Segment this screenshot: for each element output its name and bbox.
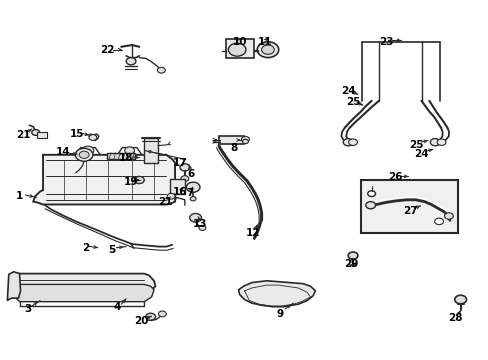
Text: 16: 16 [172, 186, 187, 197]
Bar [360, 180, 457, 233]
Text: 6: 6 [187, 168, 194, 179]
Text: 11: 11 [258, 37, 272, 48]
Circle shape [89, 135, 97, 140]
Polygon shape [238, 281, 315, 307]
Text: 15: 15 [70, 129, 84, 139]
Circle shape [181, 176, 188, 181]
Circle shape [241, 136, 249, 142]
Bar [225, 39, 254, 58]
Circle shape [180, 164, 189, 171]
Circle shape [134, 176, 144, 184]
Circle shape [82, 146, 94, 155]
Circle shape [186, 182, 200, 192]
Circle shape [347, 252, 357, 259]
Circle shape [228, 43, 245, 56]
Circle shape [167, 193, 175, 199]
Text: 25: 25 [408, 140, 423, 150]
Circle shape [365, 202, 375, 209]
Text: 14: 14 [56, 147, 71, 157]
Bar [219, 136, 244, 144]
Circle shape [343, 139, 352, 146]
Text: 17: 17 [172, 158, 187, 168]
Circle shape [32, 130, 40, 135]
Polygon shape [9, 274, 155, 291]
Bar [170, 179, 184, 194]
Text: 3: 3 [25, 304, 32, 314]
Text: 19: 19 [123, 177, 138, 187]
Circle shape [242, 139, 248, 144]
Polygon shape [15, 284, 154, 302]
Text: 18: 18 [119, 153, 133, 163]
Circle shape [429, 139, 439, 146]
Bar [37, 132, 47, 138]
Polygon shape [7, 272, 20, 301]
Circle shape [157, 67, 165, 73]
Text: 20: 20 [134, 316, 149, 326]
Circle shape [79, 151, 89, 158]
Text: 27: 27 [403, 206, 417, 216]
Text: 29: 29 [343, 258, 358, 269]
Text: 28: 28 [447, 312, 462, 323]
Circle shape [145, 313, 155, 320]
Text: 5: 5 [108, 245, 115, 255]
Text: 1: 1 [16, 191, 23, 201]
Text: 23: 23 [378, 37, 393, 48]
Circle shape [257, 42, 278, 58]
Text: 13: 13 [193, 219, 207, 229]
Text: 25: 25 [345, 96, 360, 107]
Text: 10: 10 [232, 37, 246, 48]
Text: 7: 7 [185, 188, 193, 198]
Circle shape [261, 45, 274, 54]
Text: 4: 4 [113, 302, 121, 312]
Circle shape [126, 58, 136, 65]
Text: 21: 21 [158, 197, 172, 207]
Text: 24: 24 [413, 149, 428, 159]
Circle shape [158, 311, 166, 317]
Text: 21: 21 [16, 130, 31, 140]
Text: 8: 8 [230, 143, 237, 153]
Text: 12: 12 [245, 228, 260, 238]
Circle shape [199, 225, 205, 230]
Circle shape [190, 197, 196, 201]
Text: 22: 22 [100, 45, 115, 55]
Text: 9: 9 [276, 309, 283, 319]
Circle shape [124, 147, 134, 154]
Circle shape [436, 139, 445, 145]
Polygon shape [33, 155, 175, 204]
Circle shape [454, 295, 466, 304]
Circle shape [189, 213, 201, 222]
Circle shape [75, 148, 93, 161]
Circle shape [434, 218, 443, 225]
Circle shape [348, 139, 357, 145]
Bar [144, 138, 158, 163]
Text: 24: 24 [340, 86, 355, 96]
Polygon shape [106, 153, 135, 159]
Text: 26: 26 [387, 172, 402, 182]
Circle shape [444, 213, 452, 219]
Circle shape [367, 191, 375, 197]
Text: 2: 2 [82, 243, 89, 253]
